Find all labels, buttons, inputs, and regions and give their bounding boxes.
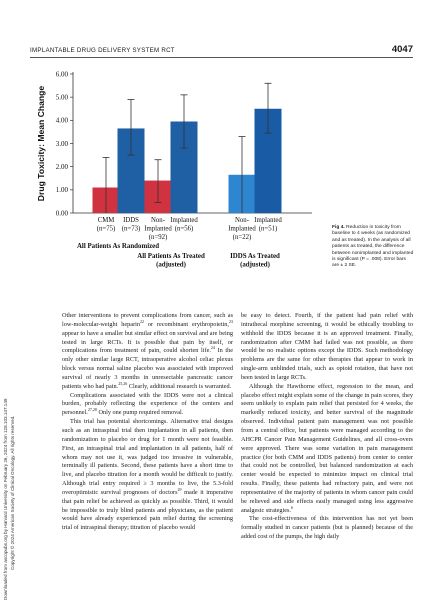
bar-n-label: (n=51) bbox=[259, 226, 278, 233]
group-label: IDDS As Treated bbox=[230, 253, 280, 260]
y-tick-label: 4.00 bbox=[56, 117, 69, 125]
body-left-column: Other interventions to prevent complicat… bbox=[62, 312, 233, 533]
bar-label: IDDS bbox=[123, 217, 139, 224]
side-note-download: Downloaded from ascopubs.org by Harvard … bbox=[3, 398, 8, 600]
y-tick-label: 3.00 bbox=[56, 140, 69, 148]
caption-label: Fig 4. bbox=[332, 225, 345, 230]
bar-label: Non- bbox=[235, 217, 250, 224]
bar-n-label: (n=22) bbox=[233, 234, 252, 241]
paragraph: The cost-effectiveness of this intervent… bbox=[241, 515, 413, 541]
bar-n-label: (n=73) bbox=[122, 226, 141, 233]
bar-label: Non- bbox=[151, 217, 166, 224]
group-label-line2: (adjusted) bbox=[240, 262, 270, 269]
bar-label: CMM bbox=[98, 217, 115, 224]
bar-n-label: (n=75) bbox=[97, 226, 116, 233]
bar-label: Implanted bbox=[228, 226, 256, 233]
paragraph: be easy to detect. Fourth, if the patien… bbox=[241, 312, 413, 381]
bar-n-label: (n=92) bbox=[149, 234, 168, 241]
bar-label: Implanted bbox=[254, 217, 282, 224]
group-label-line2: (adjusted) bbox=[156, 262, 186, 269]
y-tick-label: 6.00 bbox=[56, 70, 69, 78]
figure-4-chart: 0.00 1.00 2.00 3.00 4.00 5.00 6.00 Drug Toxicit… bbox=[36, 70, 312, 269]
caption-text: Reduction in toxicity from baseline to 4… bbox=[332, 225, 414, 269]
running-title: IMPLANTABLE DRUG DELIVERY SYSTEM RCT bbox=[30, 47, 175, 54]
paragraph: Complications associated with the IDDS w… bbox=[62, 391, 233, 417]
y-tick-label: 0.00 bbox=[56, 209, 69, 217]
group-label: All Patients As Randomized bbox=[77, 243, 159, 250]
y-tick-label: 2.00 bbox=[56, 163, 69, 171]
y-tick-label: 1.00 bbox=[56, 186, 69, 194]
paragraph: This trial has potential shortcomings. A… bbox=[62, 418, 233, 532]
y-tick-label: 5.00 bbox=[56, 93, 69, 101]
body-right-column: be easy to detect. Fourth, if the patien… bbox=[241, 312, 413, 542]
bar-label: Implanted bbox=[170, 217, 198, 224]
side-note: Downloaded from ascopubs.org by Harvard … bbox=[3, 302, 17, 602]
paragraph: Although the Hawthorne effect, regressio… bbox=[241, 382, 413, 514]
group-label: All Patients As Treated bbox=[137, 253, 205, 260]
figure-caption: Fig 4. Reduction in toxicity from baseli… bbox=[332, 225, 414, 270]
paragraph: Other interventions to prevent complicat… bbox=[62, 312, 234, 390]
bar-label: Implanted bbox=[144, 226, 172, 233]
y-axis-label: Drug Toxicity: Mean Change bbox=[36, 86, 46, 202]
header-rule bbox=[30, 57, 413, 58]
page-number: 4047 bbox=[391, 44, 413, 55]
side-note-copyright: Copyright © 2024 American Society of Cli… bbox=[10, 415, 15, 570]
bar-n-label: (n=56) bbox=[175, 226, 194, 233]
